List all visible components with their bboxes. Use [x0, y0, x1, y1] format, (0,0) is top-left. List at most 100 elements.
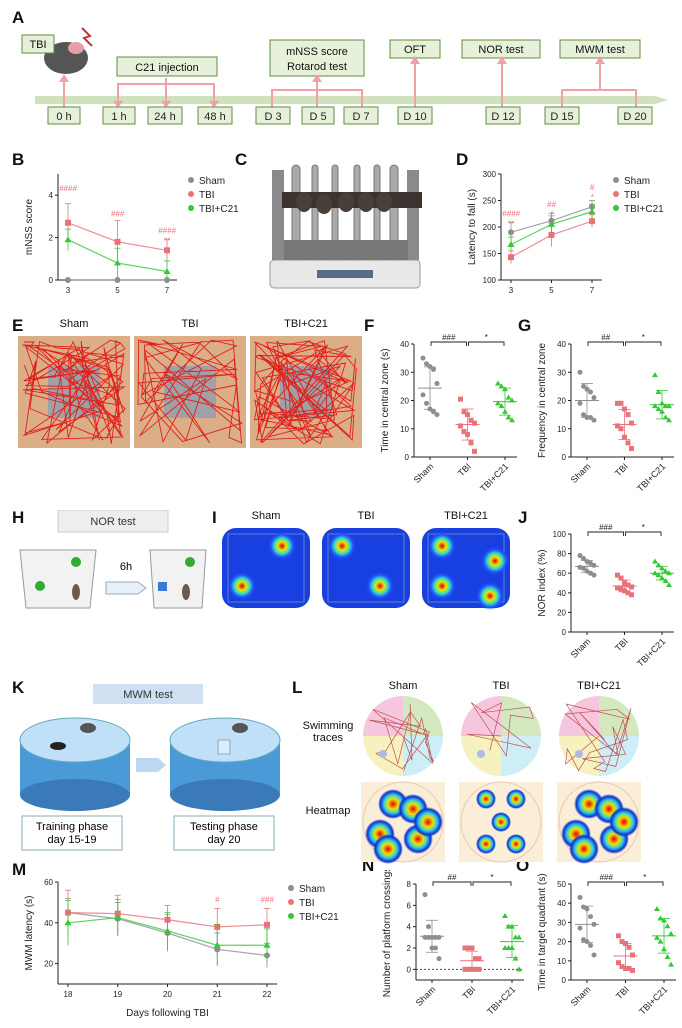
x-tick-label: 5 — [549, 286, 554, 295]
data-point — [588, 208, 596, 215]
data-point — [114, 238, 121, 245]
data-point — [508, 254, 514, 261]
legend-label: Sham — [299, 884, 325, 895]
data-point — [577, 925, 583, 931]
data-point — [466, 945, 471, 951]
training-box — [21, 815, 123, 851]
y-tick-label: 100 — [553, 530, 567, 539]
heatmap-group-label: TBI+C21 — [444, 510, 488, 522]
panel-label-e: E — [12, 316, 24, 335]
x-tick-label: Sham — [569, 984, 593, 1008]
pool-outline — [460, 781, 542, 863]
legend-label: TBI — [624, 190, 640, 201]
y-tick-label: 50 — [557, 880, 566, 889]
timepoint-box — [544, 106, 580, 125]
data-point — [577, 553, 583, 559]
arrow-icon — [136, 758, 166, 772]
x-tick-label: 7 — [165, 286, 170, 295]
panel-label-b: B — [12, 150, 25, 169]
timepoint-box — [102, 106, 136, 125]
data-point — [591, 417, 597, 423]
data-point — [581, 383, 586, 389]
legend-marker — [613, 205, 619, 211]
event-oft: OFT — [404, 44, 426, 56]
timepoint-label: D 12 — [491, 111, 514, 123]
nor-title-box — [57, 510, 169, 533]
mwm-group-label: TBI+C21 — [577, 680, 621, 692]
heat-spot — [328, 532, 356, 560]
data-point — [114, 914, 122, 921]
data-point — [655, 389, 662, 395]
chart-o-target-quadrant: 0 10 20 30 40 50 Time in target quadrant (s) Sh… — [537, 873, 676, 1017]
y-tick-label: 30 — [400, 368, 409, 377]
interval-label: 6h — [120, 561, 132, 573]
y-axis-label: NOR index (%) — [537, 549, 548, 616]
panel-label-j: J — [518, 508, 528, 527]
data-point — [657, 938, 664, 944]
mwm-group-label: Sham — [388, 680, 418, 692]
mwm-title: MWM test — [123, 689, 173, 701]
x-tick-label: TBI+C21 — [635, 461, 667, 493]
data-point — [618, 400, 624, 406]
timepoint-label: 48 h — [204, 111, 225, 123]
data-point — [625, 582, 631, 588]
timepoint-label: 0 h — [56, 111, 71, 123]
tbi-box — [21, 34, 55, 54]
y-tick-label: 40 — [44, 919, 53, 928]
x-tick-label: TBI — [614, 984, 631, 1001]
heatmap-group-label: Sham — [251, 510, 281, 522]
timepoint-box — [255, 106, 291, 125]
data-point — [434, 412, 440, 418]
y-axis-label: Number of platform crossings — [382, 870, 393, 997]
chart-m-mwm-latency: 20 40 60 MWM latency (s) 18 19 20 21 22 Days foll… — [24, 878, 339, 1019]
significance-label: * — [642, 333, 645, 342]
data-point — [420, 355, 426, 361]
y-tick-label: 40 — [557, 899, 566, 908]
heat-spot — [491, 812, 511, 832]
y-tick-label: 20 — [557, 397, 566, 406]
timepoint-box — [397, 106, 433, 125]
pool-quadrant — [363, 696, 403, 736]
heat-spot — [228, 572, 256, 600]
data-point — [591, 562, 597, 568]
y-tick-label: 100 — [483, 276, 497, 285]
y-tick-label: 40 — [557, 340, 566, 349]
data-point — [591, 395, 597, 401]
timepoint-box — [617, 106, 653, 125]
legend-label: TBI+C21 — [199, 204, 239, 215]
swim-trace — [369, 703, 434, 772]
data-point — [588, 942, 593, 948]
significance-annotation: ** — [164, 236, 171, 245]
y-tick-label: 0 — [562, 453, 567, 462]
nor-heatmap — [222, 528, 310, 608]
data-point — [426, 924, 431, 930]
data-point — [626, 944, 632, 950]
y-axis-label: mNSS score — [24, 199, 35, 256]
data-point — [652, 558, 658, 564]
movement-trace — [137, 339, 243, 444]
data-point — [264, 921, 270, 928]
x-tick-label: TBI+C21 — [635, 636, 667, 668]
data-point — [431, 366, 436, 372]
data-point — [458, 423, 463, 429]
data-point — [495, 400, 501, 406]
y-tick-label: 6 — [407, 901, 412, 910]
oft-group-label: Sham — [59, 318, 89, 330]
movement-trace — [253, 340, 357, 445]
data-point — [114, 277, 121, 283]
data-point — [114, 259, 121, 266]
panel-label-m: M — [12, 860, 27, 879]
data-point — [65, 219, 71, 226]
data-point — [461, 409, 467, 415]
data-point — [615, 423, 620, 429]
y-axis-label: Latency to fall (s) — [467, 189, 478, 265]
data-point — [615, 400, 620, 406]
data-point — [505, 394, 512, 400]
nor-heatmap — [322, 528, 410, 608]
significance-bracket — [432, 881, 472, 886]
row-label-row2: Heatmap — [305, 805, 351, 817]
data-point — [662, 578, 669, 584]
data-point — [213, 941, 221, 948]
data-point — [619, 964, 625, 970]
